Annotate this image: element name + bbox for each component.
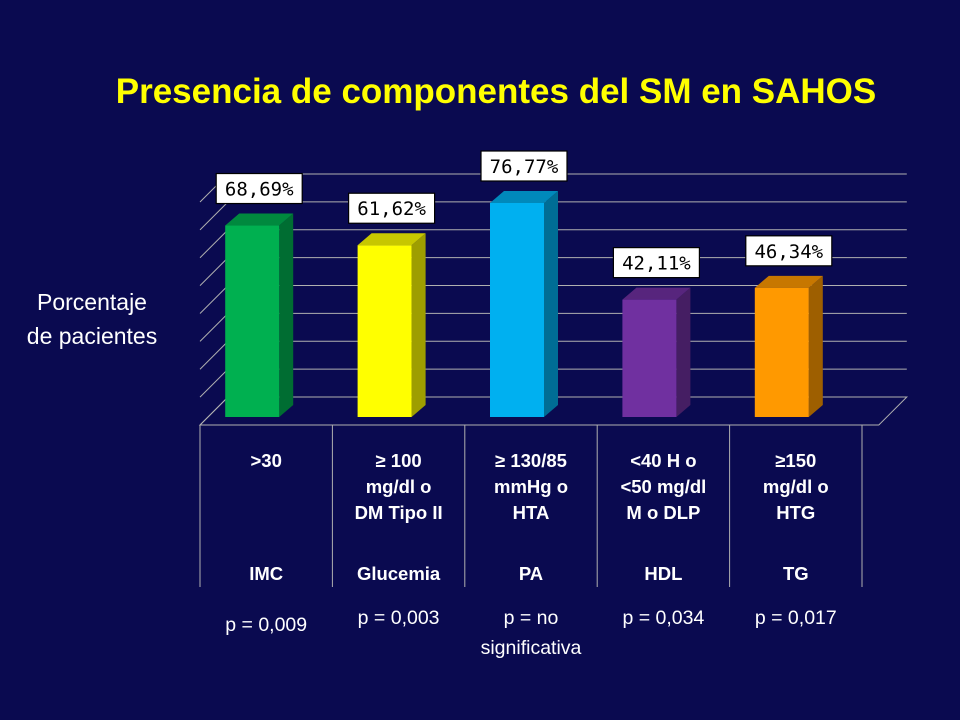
category-label: Glucemia [333,563,465,585]
category-label-line: PA [518,563,544,584]
p-value-label: p = 0,009 [196,610,336,640]
p-value-label-line: significativa [480,637,582,659]
criterion-label-line: HTA [512,502,550,523]
side-gridline [199,368,229,398]
category-label: TG [730,563,862,585]
data-label: 46,34% [754,241,823,263]
p-value-label: p = no significativa [461,603,601,663]
bar-top [490,191,558,204]
y-axis-label-line-2: de pacientes [26,323,158,349]
data-label-box [480,150,568,182]
side-gridline [199,340,229,370]
category-label-line: HDL [644,563,683,584]
p-value-label-line: p = 0,003 [357,607,440,629]
data-label: 68,69% [225,179,294,201]
criterion-label-line: mg/dl o [762,476,829,497]
category-label-line: IMC [249,563,284,584]
criterion-label-line: mmHg o [494,476,568,497]
data-label-box [348,192,436,224]
category-label-line: TG [782,563,809,584]
side-gridline [199,313,229,342]
criterion-label-line: >30 [250,450,282,471]
chart-title: Presencia de componentes del SM en SAHOS [115,72,877,111]
p-value-label: p = 0,034 [593,603,733,633]
data-label-box [745,235,833,267]
side-gridline [199,229,229,259]
p-value-label-line: p = no [503,607,559,629]
data-label: 61,62% [357,198,426,220]
criterion-label: >30 [200,448,332,474]
category-label-line: Glucemia [356,563,441,584]
data-label-box [215,172,303,205]
criterion-label-line: <40 H o [630,450,697,471]
criterion-label-line: mg/dl o [365,476,432,497]
bar-top [225,213,294,226]
p-value-label: p = 0,017 [726,603,866,633]
category-label: IMC [200,563,332,585]
bar-imc [225,225,280,417]
side-gridline [199,201,229,231]
bar-side [808,275,823,417]
criterion-label-line: DM Tipo II [354,502,443,523]
bar-tg [754,287,809,417]
data-label-box [612,247,701,279]
p-value-label-line: p = 0,017 [754,607,837,629]
bar-pa [490,203,544,417]
side-gridline [199,257,229,286]
category-label: PA [465,563,597,585]
bar-side [411,233,426,417]
category-label: HDL [597,563,729,585]
criterion-label: ≥ 100 mg/dl o DM Tipo II [333,448,465,526]
criterion-label: <40 H o <50 mg/dl M o DLP [597,448,729,526]
p-value-label-line: p = 0,009 [225,614,308,636]
criterion-label-line: ≥ 100 [375,450,422,471]
bar-top [357,233,426,246]
bar-side [544,191,558,417]
bar-side [676,287,691,417]
criterion-label-line: <50 mg/dl [620,476,707,497]
y-axis-label-line-1: Porcentaje [37,289,147,315]
criterion-label-line: ≥150 [775,450,817,471]
p-value-label: p = 0,003 [329,603,469,633]
bar-top [622,287,691,300]
p-value-label-line: p = 0,034 [622,607,705,629]
side-gridline [199,285,229,314]
data-label: 42,11% [622,253,691,275]
criterion-label-line: HTG [776,502,816,523]
bar-side [279,213,294,417]
bar-hdl [622,299,677,417]
bar-top [754,275,823,288]
criterion-label: ≥150 mg/dl o HTG [730,448,862,526]
criterion-label-line: M o DLP [626,502,701,523]
y-axis-label: Porcentaje de pacientes [0,285,184,353]
bar-glucemia [357,245,412,417]
criterion-label-line: ≥ 130/85 [495,450,567,471]
data-label: 76,77% [490,156,559,178]
criterion-label: ≥ 130/85 mmHg o HTA [465,448,597,526]
